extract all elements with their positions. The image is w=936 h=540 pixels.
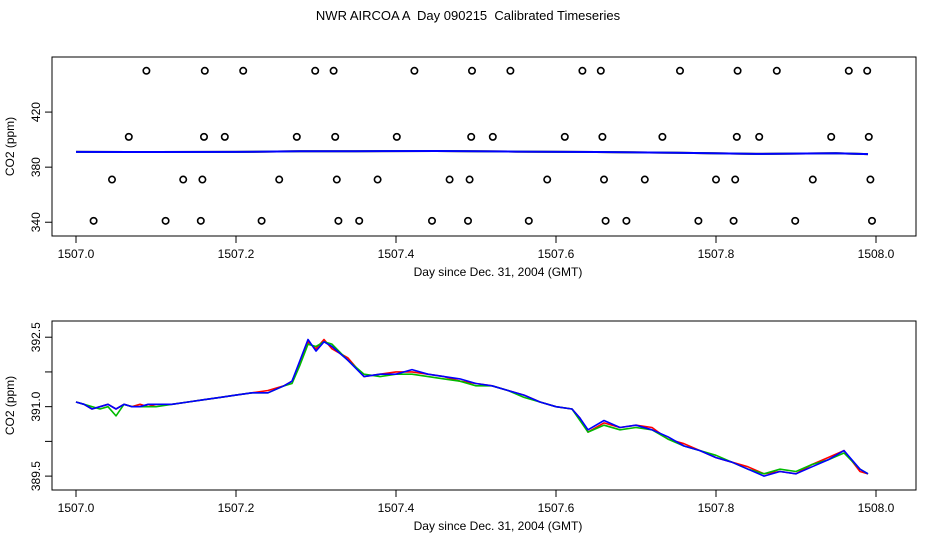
data-point <box>311 66 320 75</box>
series-line-2 <box>75 340 869 475</box>
series-line-1 <box>75 338 869 475</box>
x-tick-label: 1507.4 <box>378 501 415 515</box>
data-point <box>729 216 738 225</box>
data-point <box>334 216 343 225</box>
x-tick-label: 1507.2 <box>218 501 255 515</box>
data-point <box>731 175 740 184</box>
data-point <box>808 175 817 184</box>
x-tick-label: 1507.8 <box>698 247 735 261</box>
x-tick-label: 1507.2 <box>218 247 255 261</box>
data-point <box>675 66 684 75</box>
data-point <box>275 175 284 184</box>
y-axis-label: CO2 (ppm) <box>3 376 17 435</box>
data-point <box>142 66 151 75</box>
data-point <box>198 175 207 184</box>
x-tick-label: 1508.0 <box>858 247 895 261</box>
x-axis-label: Day since Dec. 31, 2004 (GMT) <box>414 519 583 533</box>
data-point <box>332 175 341 184</box>
figure-title: NWR AIRCOA A Day 090215 Calibrated Times… <box>315 8 621 23</box>
data-point <box>427 216 436 225</box>
series-line-3 <box>75 338 869 477</box>
data-point <box>711 175 720 184</box>
data-point <box>488 132 497 141</box>
x-tick-label: 1507.6 <box>538 247 575 261</box>
data-point <box>292 132 301 141</box>
x-tick-label: 1507.0 <box>58 247 95 261</box>
data-point <box>596 66 605 75</box>
data-point <box>355 216 364 225</box>
x-tick-label: 1507.0 <box>58 501 95 515</box>
plot-frame <box>51 320 917 491</box>
y-tick-label: 380 <box>29 157 43 177</box>
data-point <box>506 66 515 75</box>
x-axis-label: Day since Dec. 31, 2004 (GMT) <box>414 265 583 279</box>
data-point <box>467 66 476 75</box>
data-point <box>179 175 188 184</box>
data-point <box>866 175 875 184</box>
data-point <box>329 66 338 75</box>
y-tick-label: 420 <box>29 102 43 122</box>
data-point <box>867 216 876 225</box>
series-line-3 <box>75 150 869 156</box>
y-tick-label: 389.5 <box>29 461 43 491</box>
data-point <box>732 132 741 141</box>
data-point <box>599 175 608 184</box>
y-tick-label: 340 <box>29 212 43 232</box>
data-point <box>200 132 209 141</box>
y-axis-label: CO2 (ppm) <box>3 117 17 176</box>
data-point <box>864 132 873 141</box>
data-point <box>200 66 209 75</box>
bottom-chart-panel: 1507.0 1507.2 1507.4 1507.6 1507.8 1508.0 389.… <box>3 320 917 533</box>
y-tick-label: 392.5 <box>29 322 43 352</box>
data-point <box>694 216 703 225</box>
plot-area <box>75 338 869 477</box>
y-tick-label: 391.0 <box>29 391 43 421</box>
x-tick-label: 1507.4 <box>378 247 415 261</box>
data-point <box>658 132 667 141</box>
data-point <box>108 175 117 184</box>
data-point <box>844 66 853 75</box>
data-point <box>410 66 419 75</box>
data-point <box>465 175 474 184</box>
x-tick-label: 1508.0 <box>858 501 895 515</box>
data-point <box>89 216 98 225</box>
data-point <box>373 175 382 184</box>
data-point <box>220 132 229 141</box>
data-point <box>622 216 631 225</box>
plot-frame <box>51 56 917 237</box>
data-point <box>331 132 340 141</box>
data-point <box>124 132 133 141</box>
x-tick-label: 1507.6 <box>538 501 575 515</box>
top-chart-panel: 1507.0 1507.2 1507.4 1507.6 1507.8 1508.0 340 3… <box>3 56 917 279</box>
data-point <box>791 216 800 225</box>
plot-area <box>75 66 876 225</box>
data-point <box>755 132 764 141</box>
x-tick-label: 1507.8 <box>698 501 735 515</box>
data-point <box>733 66 742 75</box>
data-point <box>257 216 266 225</box>
data-point <box>601 216 610 225</box>
data-point <box>543 175 552 184</box>
data-point <box>827 132 836 141</box>
data-point <box>392 132 401 141</box>
data-point <box>598 132 607 141</box>
data-point <box>578 66 587 75</box>
data-point <box>161 216 170 225</box>
data-point <box>863 66 872 75</box>
data-point <box>463 216 472 225</box>
data-point <box>560 132 569 141</box>
data-point <box>445 175 454 184</box>
data-point <box>772 66 781 75</box>
data-point <box>239 66 248 75</box>
data-point <box>467 132 476 141</box>
data-point <box>524 216 533 225</box>
data-point <box>196 216 205 225</box>
data-point <box>640 175 649 184</box>
